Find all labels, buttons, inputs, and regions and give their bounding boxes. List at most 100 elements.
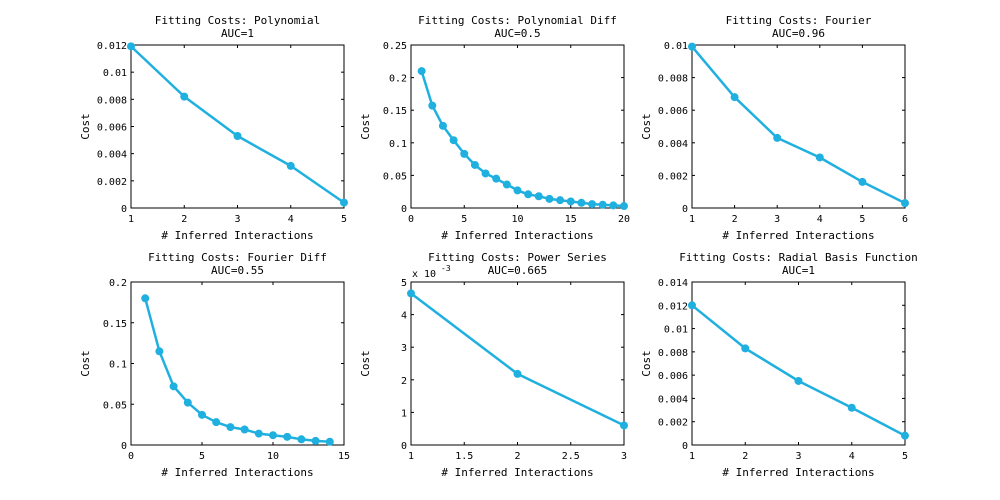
data-point bbox=[240, 425, 249, 434]
y-tick-label: 0.008 bbox=[658, 348, 688, 359]
series-line bbox=[143, 297, 330, 443]
data-point bbox=[183, 398, 192, 407]
y-tick-label: 0.01 bbox=[664, 325, 688, 336]
data-point bbox=[858, 177, 867, 186]
x-tick-label: 2 bbox=[181, 214, 187, 225]
data-point bbox=[212, 418, 221, 427]
y-exponent-label: x 10 bbox=[412, 269, 436, 280]
chart-subtitle: AUC=1 bbox=[782, 264, 815, 277]
x-tick-label: 20 bbox=[618, 214, 630, 225]
data-point bbox=[815, 153, 824, 162]
y-exponent-power: -3 bbox=[441, 264, 451, 273]
series-line bbox=[410, 292, 625, 427]
data-point bbox=[297, 435, 306, 444]
data-point bbox=[524, 190, 533, 199]
y-tick-label: 0.012 bbox=[658, 301, 688, 312]
data-point bbox=[438, 121, 447, 130]
data-point bbox=[847, 403, 856, 412]
data-point bbox=[254, 429, 263, 438]
x-axis-label: # Inferred Interactions bbox=[441, 229, 593, 242]
y-tick-label: 0.006 bbox=[97, 123, 127, 134]
chart-title: Fitting Costs: Power Series bbox=[428, 251, 607, 264]
x-axis-label: # Inferred Interactions bbox=[161, 466, 313, 479]
y-tick-label: 0 bbox=[401, 441, 407, 452]
chart-subtitle: AUC=0.5 bbox=[494, 27, 540, 40]
data-point bbox=[577, 198, 586, 207]
x-tick-label: 1 bbox=[408, 451, 414, 462]
x-tick-label: 2 bbox=[732, 214, 738, 225]
x-tick-label: 1 bbox=[128, 214, 134, 225]
data-point bbox=[513, 186, 522, 195]
plot-frame bbox=[130, 44, 345, 209]
y-tick-label: 0.15 bbox=[103, 319, 127, 330]
y-tick-label: 0 bbox=[401, 204, 407, 215]
y-tick-label: 2 bbox=[401, 376, 407, 387]
y-tick-label: 0.01 bbox=[664, 41, 688, 52]
data-point bbox=[155, 347, 164, 356]
chart-subtitle: AUC=0.96 bbox=[772, 27, 825, 40]
data-point bbox=[730, 93, 739, 102]
y-axis-label: Cost bbox=[79, 350, 92, 377]
y-tick-label: 0.01 bbox=[103, 68, 127, 79]
y-tick-label: 0 bbox=[121, 204, 127, 215]
data-point bbox=[269, 431, 277, 440]
y-tick-label: 0.008 bbox=[658, 74, 688, 85]
data-point bbox=[127, 42, 135, 51]
y-tick-label: 0 bbox=[682, 204, 688, 215]
plot-frame bbox=[130, 281, 345, 446]
chart-title: Fitting Costs: Fourier bbox=[726, 14, 872, 27]
y-axis-label: Cost bbox=[359, 113, 372, 140]
data-point bbox=[470, 160, 479, 169]
data-point bbox=[741, 344, 750, 353]
y-tick-label: 4 bbox=[401, 311, 407, 322]
y-tick-label: 0.002 bbox=[97, 177, 127, 188]
y-tick-label: 0.006 bbox=[658, 371, 688, 382]
x-axis-label: # Inferred Interactions bbox=[722, 466, 874, 479]
data-point bbox=[481, 169, 490, 178]
data-point bbox=[226, 423, 235, 432]
data-point bbox=[609, 201, 618, 210]
x-axis-label: # Inferred Interactions bbox=[722, 229, 874, 242]
data-point bbox=[286, 161, 295, 170]
chart-title: Fitting Costs: Polynomial Diff bbox=[418, 14, 617, 27]
data-point bbox=[417, 67, 426, 76]
y-tick-label: 0.004 bbox=[97, 150, 127, 161]
x-tick-label: 3 bbox=[621, 451, 627, 462]
data-point bbox=[502, 180, 511, 189]
data-point bbox=[198, 410, 206, 419]
x-tick-label: 3 bbox=[234, 214, 240, 225]
data-point bbox=[180, 92, 189, 101]
y-tick-label: 0.2 bbox=[109, 278, 127, 289]
data-point bbox=[794, 376, 803, 385]
data-point bbox=[460, 149, 469, 158]
data-point bbox=[688, 301, 696, 310]
data-point bbox=[513, 369, 522, 378]
chart-title: Fitting Costs: Radial Basis Function bbox=[679, 251, 917, 264]
y-tick-label: 0.012 bbox=[97, 41, 127, 52]
x-tick-label: 5 bbox=[859, 214, 865, 225]
chart-title: Fitting Costs: Fourier Diff bbox=[148, 251, 327, 264]
data-point bbox=[545, 194, 554, 203]
x-tick-label: 3 bbox=[774, 214, 780, 225]
data-point bbox=[428, 101, 437, 110]
data-point bbox=[449, 136, 458, 145]
y-axis-label: Cost bbox=[359, 350, 372, 377]
x-tick-label: 1 bbox=[689, 214, 695, 225]
data-point bbox=[901, 431, 909, 440]
x-tick-label: 4 bbox=[288, 214, 294, 225]
x-tick-label: 2.5 bbox=[562, 451, 580, 462]
series-line bbox=[691, 304, 906, 437]
x-tick-label: 10 bbox=[511, 214, 523, 225]
x-tick-label: 3 bbox=[795, 451, 801, 462]
plot-frame bbox=[691, 281, 906, 446]
data-point bbox=[407, 289, 415, 298]
y-tick-label: 0.008 bbox=[97, 95, 127, 106]
y-tick-label: 0.002 bbox=[658, 418, 688, 429]
data-point bbox=[901, 199, 909, 208]
plot-frame bbox=[410, 281, 625, 446]
y-tick-label: 0.25 bbox=[383, 41, 407, 52]
y-tick-label: 1 bbox=[401, 408, 407, 419]
